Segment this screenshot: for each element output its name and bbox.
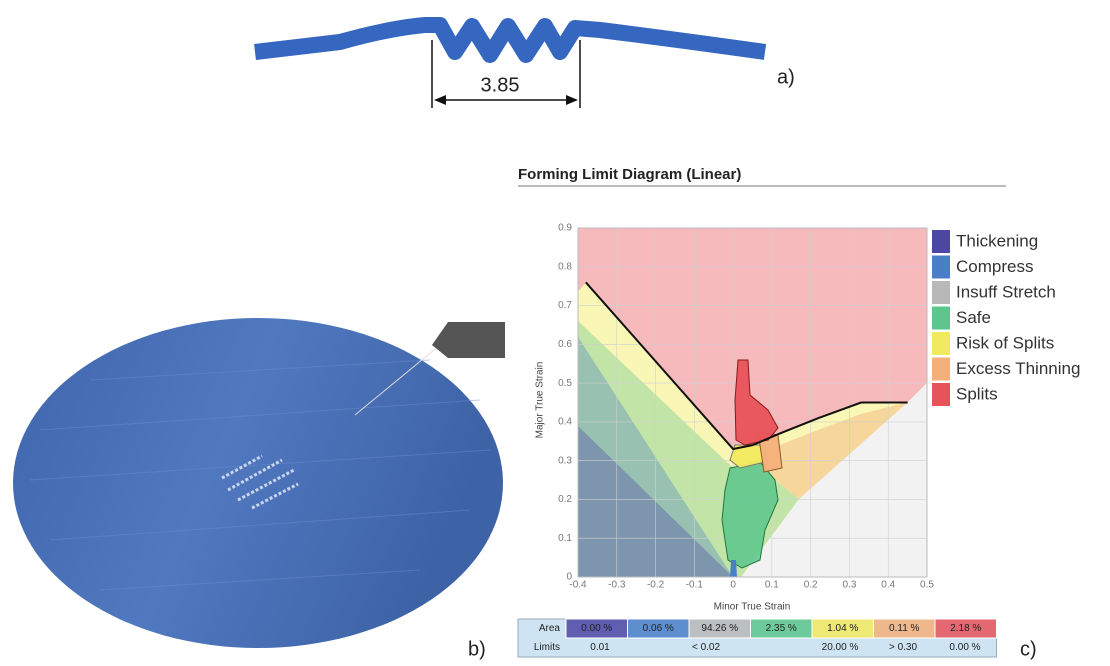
disc (13, 318, 503, 648)
figure: 3.85 a) b) Forming Limit Diagram (Linear… (0, 0, 1110, 666)
y-tick-label: 0.9 (558, 223, 572, 234)
legend-swatch (932, 307, 950, 330)
legend-swatch (932, 358, 950, 381)
table-value: 20.00 % (822, 642, 859, 653)
y-tick-label: 0 (566, 572, 572, 583)
dimension-value: 3.85 (481, 74, 520, 96)
plot-area (578, 228, 927, 577)
table-value: 0.06 % (643, 623, 674, 634)
y-tick-label: 0.1 (558, 533, 572, 544)
panel-label: a) (777, 66, 795, 88)
table-value: > 0.30 (889, 642, 918, 653)
table-value: 0.11 % (889, 623, 919, 634)
legend-swatch (932, 332, 950, 355)
legend-swatch (932, 230, 950, 253)
panel-label: c) (1020, 638, 1037, 660)
x-tick-label: 0 (730, 580, 736, 591)
chart-title: Forming Limit Diagram (Linear) (518, 166, 741, 183)
table-value: 0.00 % (949, 642, 980, 653)
legend-swatch (932, 281, 950, 304)
callout-box (432, 322, 505, 358)
table-value: 0.01 (590, 642, 610, 653)
legend-swatch (932, 383, 950, 406)
table-value: 2.18 % (950, 623, 981, 634)
legend-label: Compress (956, 257, 1033, 276)
panel-label: b) (468, 638, 486, 660)
x-tick-label: 0.1 (765, 580, 779, 591)
x-tick-label: -0.4 (569, 580, 587, 591)
x-tick-label: -0.2 (647, 580, 665, 591)
legend-swatch (932, 256, 950, 279)
y-tick-label: 0.2 (558, 494, 572, 505)
legend-label: Safe (956, 308, 991, 327)
y-tick-label: 0.6 (558, 339, 572, 350)
x-tick-label: -0.1 (686, 580, 704, 591)
table-value: < 0.02 (692, 642, 721, 653)
legend-label: Excess Thinning (956, 359, 1080, 378)
x-tick-label: 0.2 (804, 580, 818, 591)
legend-label: Splits (956, 384, 998, 403)
x-axis-label: Minor True Strain (714, 602, 791, 613)
legend-label: Thickening (956, 231, 1038, 250)
y-axis-label: Major True Strain (535, 362, 546, 439)
x-tick-label: 0.4 (881, 580, 895, 591)
legend-label: Risk of Splits (956, 333, 1054, 352)
table-value: 0.00 % (581, 623, 612, 634)
x-tick-label: 0.5 (920, 580, 934, 591)
strain-cloud (730, 560, 737, 577)
y-tick-label: 0.7 (558, 300, 572, 311)
table-value: 2.35 % (766, 623, 797, 634)
x-tick-label: 0.3 (842, 580, 856, 591)
table-value: 1.04 % (827, 623, 858, 634)
x-tick-label: -0.3 (608, 580, 626, 591)
y-tick-label: 0.4 (558, 417, 572, 428)
table-row-label: Limits (534, 642, 560, 653)
y-tick-label: 0.3 (558, 455, 572, 466)
y-tick-label: 0.8 (558, 261, 572, 272)
y-tick-label: 0.5 (558, 378, 572, 389)
table-row-label: Area (539, 623, 561, 634)
table-value: 94.26 % (701, 623, 738, 634)
legend-label: Insuff Stretch (956, 282, 1056, 301)
page: {"panel_a": {"dimension": "3.85", "label… (0, 0, 1110, 666)
profile-curve (255, 25, 765, 55)
